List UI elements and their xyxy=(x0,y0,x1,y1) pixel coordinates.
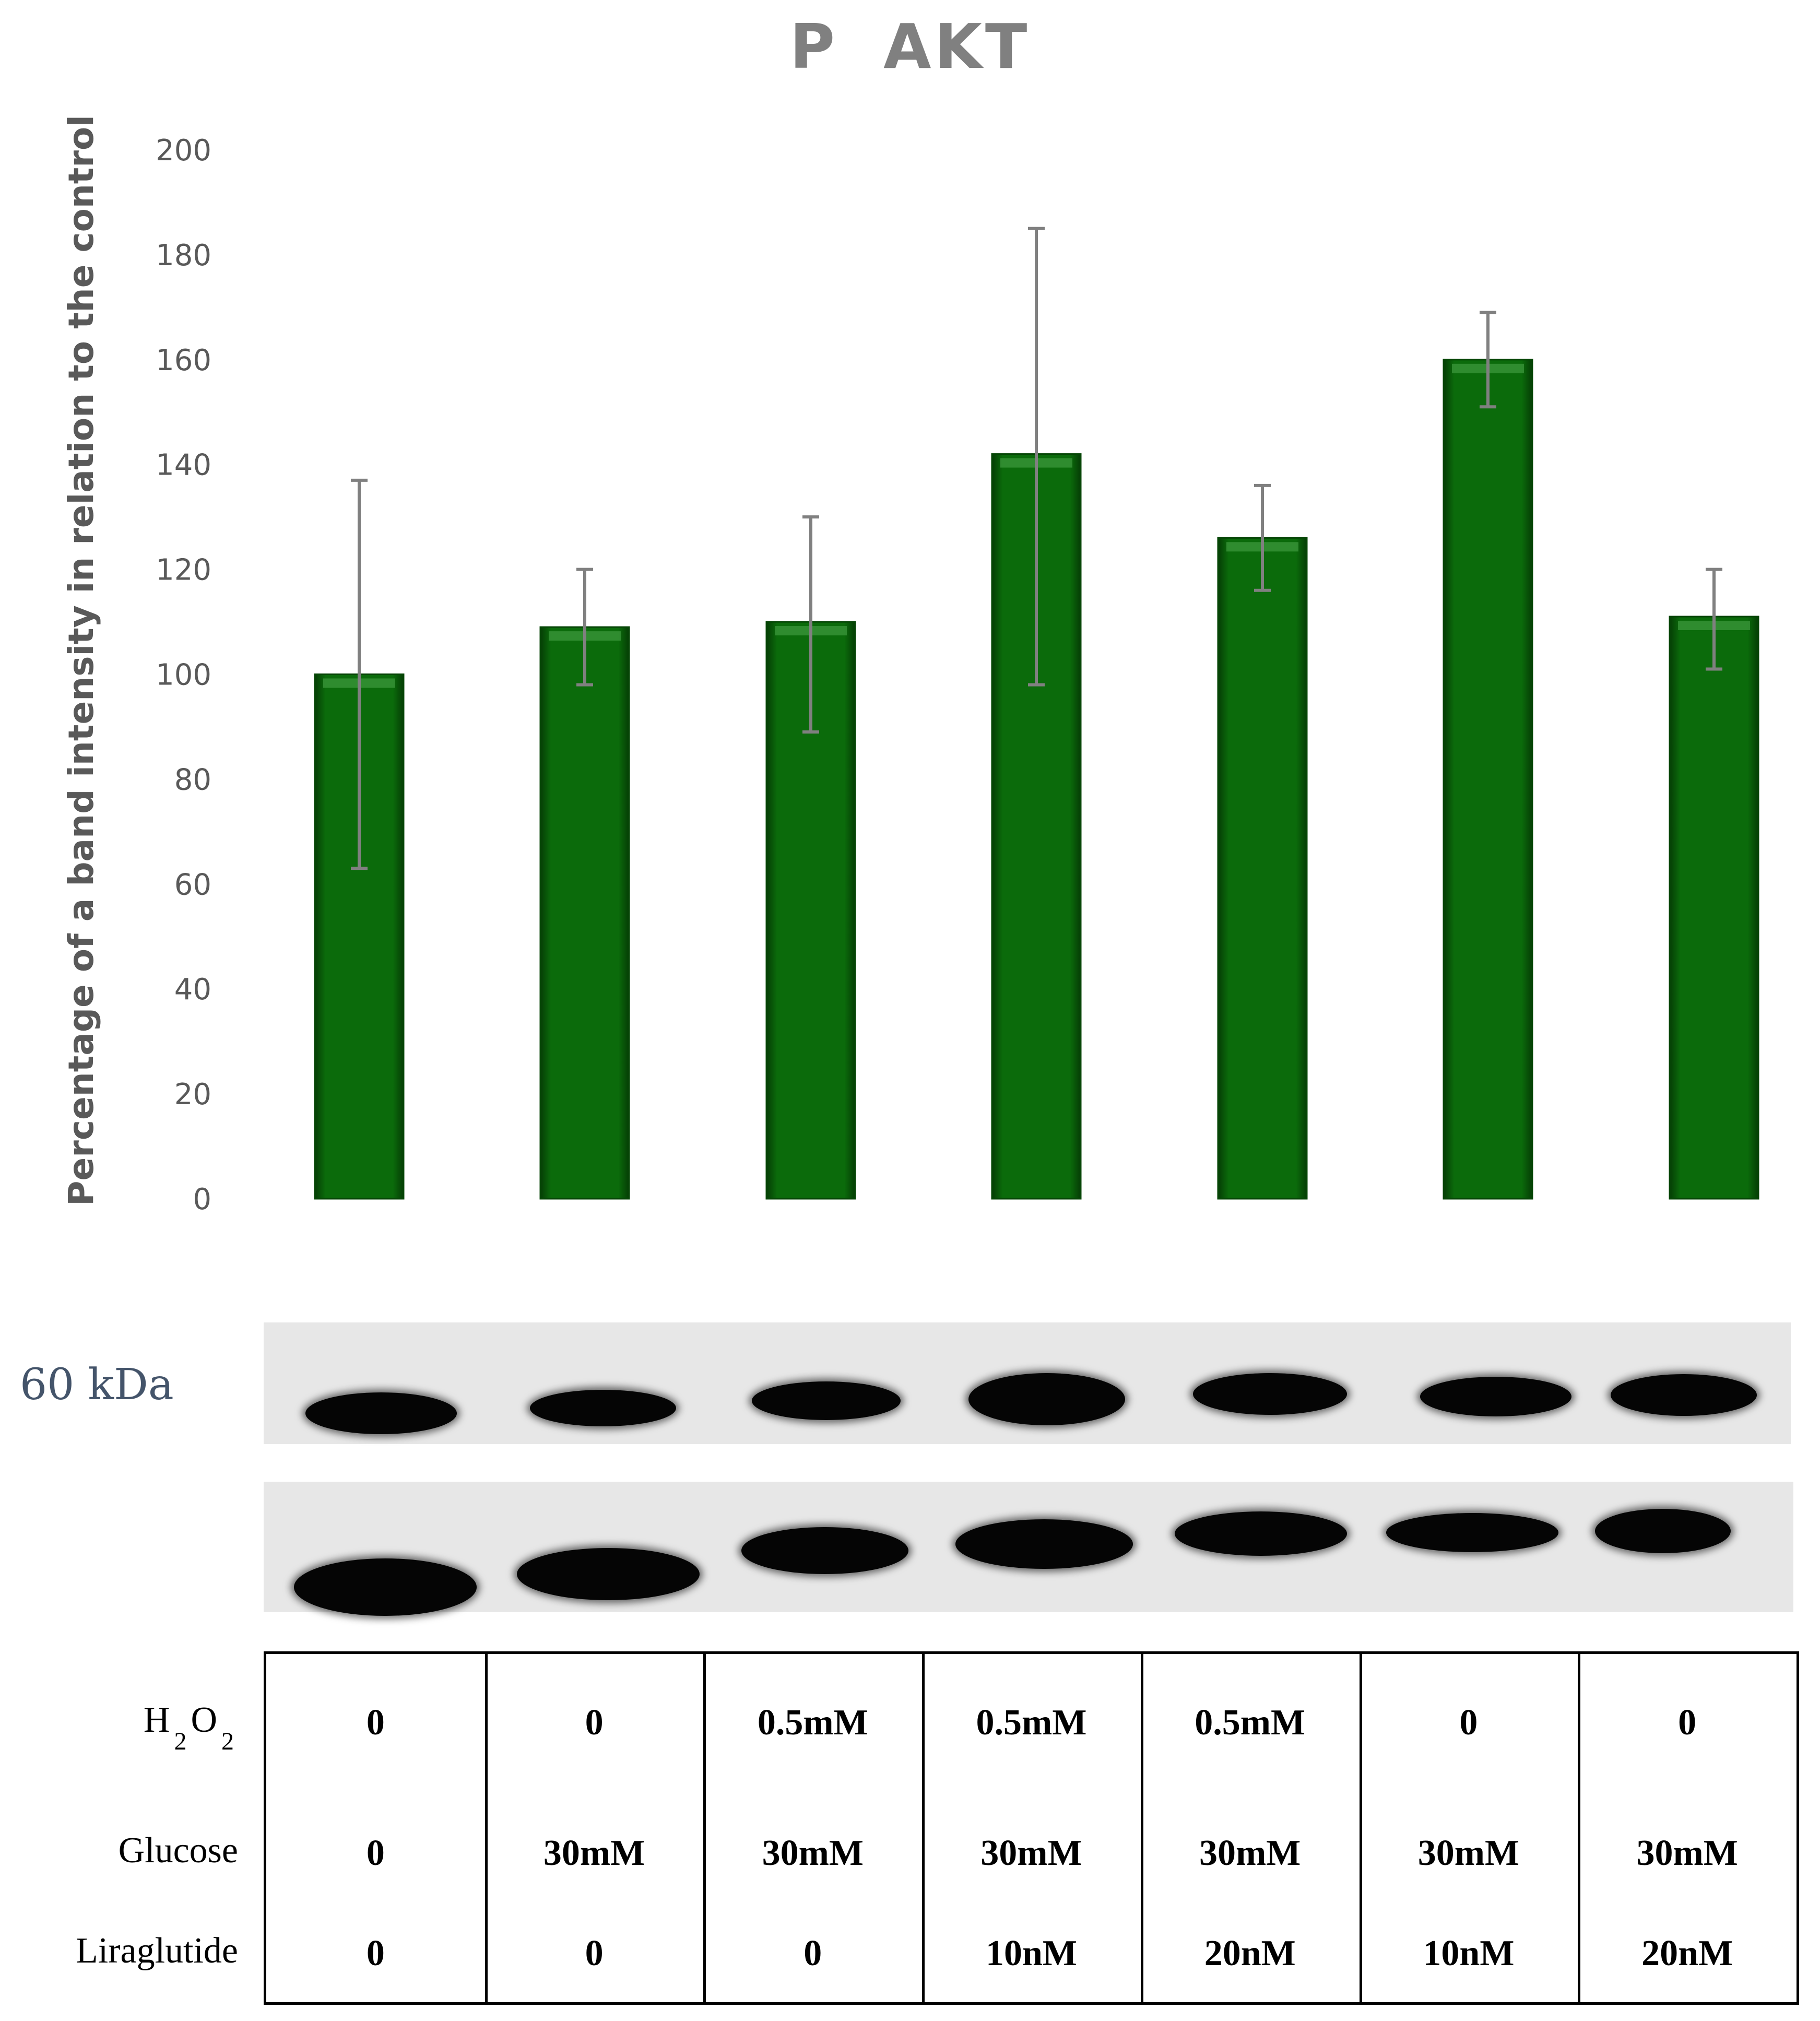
table-column-divider xyxy=(484,1654,488,2002)
table-cell: 0.5mM xyxy=(1195,1703,1306,1743)
blot-band-loading xyxy=(1175,1511,1347,1556)
y-tick-label: 60 xyxy=(174,868,211,902)
y-tick-label: 200 xyxy=(156,134,211,168)
y-tick-label: 180 xyxy=(156,239,211,273)
table-cell: 0 xyxy=(366,1703,385,1743)
table-cell: 0 xyxy=(366,1833,385,1873)
table-column-divider xyxy=(703,1654,706,2002)
blot-band-target xyxy=(305,1392,457,1434)
bar xyxy=(1669,616,1759,1200)
blot-band-target xyxy=(968,1373,1125,1425)
table-cell: 30mM xyxy=(1199,1833,1301,1873)
table-cell: 0 xyxy=(585,1933,604,1973)
table-cell: 0.5mM xyxy=(757,1703,868,1743)
y-tick-label: 160 xyxy=(156,344,211,377)
table-cell: 0 xyxy=(585,1703,604,1743)
marker-label: 60 kDa xyxy=(20,1360,174,1410)
row-label-h2o2: H2O2 xyxy=(143,1700,234,1755)
blot-band-loading xyxy=(741,1527,908,1574)
table-cell: 30mM xyxy=(762,1833,864,1873)
table-cell: 20nM xyxy=(1641,1933,1733,1973)
table-cell: 0 xyxy=(366,1933,385,1973)
table-cell: 0 xyxy=(1459,1703,1478,1743)
table-column-divider xyxy=(922,1654,925,2002)
table-column-divider xyxy=(1359,1654,1362,2002)
blot-band-target xyxy=(1193,1373,1347,1415)
y-axis-ticks: 0 20 40 60 80 100 120 140 160 180 200 xyxy=(156,134,211,1216)
table-cell: 0 xyxy=(1678,1703,1697,1743)
y-axis-label: Percentage of a band intensity in relati… xyxy=(61,115,101,1206)
conditions-table: 0 0 0.5mM 0.5mM 0.5mM 0 0 0 30mM 30mM 30mM 30mM 30mM… xyxy=(264,1651,1799,2005)
bars xyxy=(314,359,1759,1200)
bar xyxy=(1443,359,1533,1200)
blot-band-target xyxy=(752,1381,901,1420)
row-label-liraglutide: Liraglutide xyxy=(75,1931,238,1971)
y-tick-label: 120 xyxy=(156,553,211,587)
chart-title: P AKT xyxy=(789,10,1031,82)
table-cell: 10nM xyxy=(986,1933,1077,1973)
blot-band-loading xyxy=(294,1558,477,1616)
blot-band-target xyxy=(530,1390,676,1426)
table-cell: 30mM xyxy=(543,1833,645,1873)
blot-band-loading xyxy=(955,1519,1133,1569)
blot-band-target xyxy=(1420,1377,1571,1416)
bar xyxy=(991,453,1082,1200)
table-cell: 0.5mM xyxy=(976,1703,1087,1743)
y-tick-label: 20 xyxy=(174,1078,211,1112)
table-cell: 10nM xyxy=(1423,1933,1515,1973)
bar xyxy=(1217,537,1308,1200)
y-tick-label: 0 xyxy=(193,1183,211,1216)
bar xyxy=(539,626,630,1200)
table-column-divider xyxy=(1578,1654,1581,2002)
table-column-divider xyxy=(1140,1654,1143,2002)
table-cell: 30mM xyxy=(1417,1833,1520,1873)
blot-band-loading xyxy=(1386,1513,1558,1552)
row-label-glucose: Glucose xyxy=(118,1830,238,1871)
bar-chart: 0 20 40 60 80 100 120 140 160 180 200 Percentage o… xyxy=(61,115,1759,1216)
table-cell: 0 xyxy=(803,1933,822,1973)
table-cell: 30mM xyxy=(980,1833,1082,1873)
blot-band-loading xyxy=(517,1548,700,1600)
y-tick-label: 80 xyxy=(174,763,211,797)
y-tick-label: 100 xyxy=(156,658,211,692)
y-tick-label: 40 xyxy=(174,973,211,1007)
table-cell: 30mM xyxy=(1636,1833,1738,1873)
blot-band-target xyxy=(1611,1374,1757,1416)
y-tick-label: 140 xyxy=(156,448,211,482)
error-bars xyxy=(351,227,1722,870)
table-cell: 20nM xyxy=(1204,1933,1296,1973)
blot-band-loading xyxy=(1595,1509,1731,1553)
